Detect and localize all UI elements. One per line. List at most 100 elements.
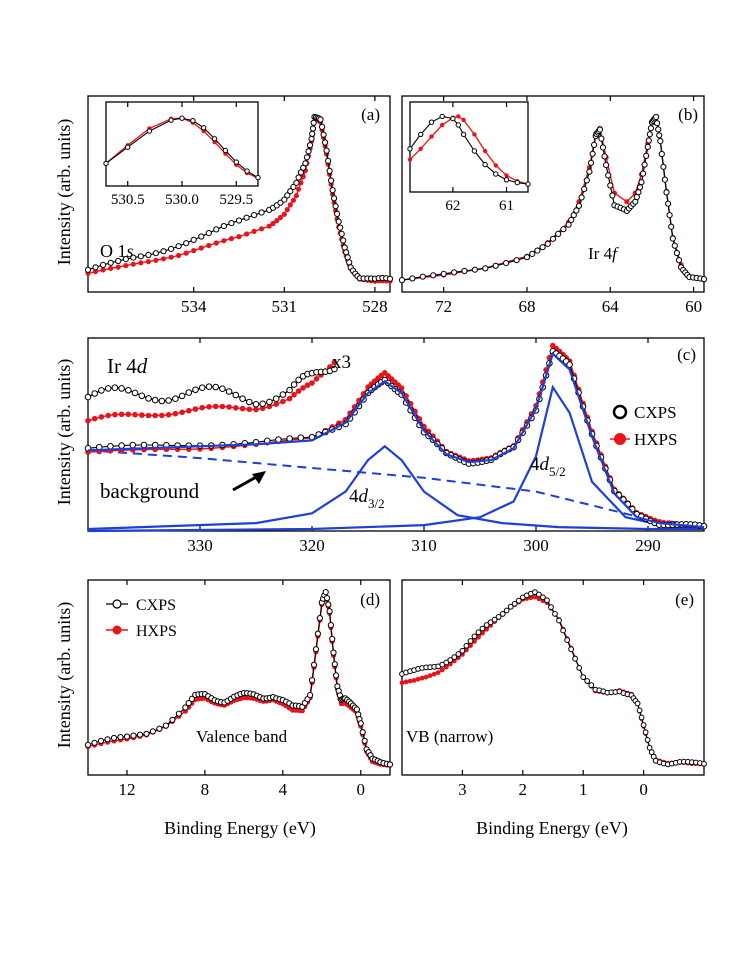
cxps-point [235, 217, 243, 224]
cxps-x3-point [178, 392, 186, 400]
cxps-x3-point [185, 389, 193, 396]
cxps-point [591, 141, 598, 148]
hxps-x3-point [199, 404, 205, 411]
cxps-x3-point [84, 393, 92, 401]
cxps-point [564, 637, 570, 643]
cxps-point [107, 443, 114, 450]
hxps-point [287, 202, 293, 208]
cxps-point [657, 138, 664, 145]
hxps-point [213, 240, 219, 246]
cxps-point [290, 183, 297, 190]
x-tick-label: 290 [635, 536, 661, 555]
cxps-point [566, 361, 573, 368]
cxps-x3-point [212, 383, 219, 391]
plot-frame [401, 95, 705, 293]
inset-cxps-point [514, 179, 520, 186]
x-tick-label: 534 [181, 297, 207, 316]
hxps-point [415, 676, 421, 682]
inset-hxps-line [105, 117, 259, 179]
cxps-point [671, 242, 678, 249]
hxps-point [411, 678, 417, 683]
cxps-point [499, 611, 506, 617]
cxps-x3-point [131, 389, 139, 397]
legend: CXPS HXPS [106, 597, 177, 640]
cxps-point [665, 200, 672, 207]
cxps-point [544, 240, 551, 247]
cxps-point [325, 157, 332, 164]
hxps-x3-point [259, 405, 266, 412]
cxps-point [302, 160, 309, 167]
cxps-point [310, 119, 317, 126]
cxps-x3-point [290, 381, 298, 388]
cxps-point [409, 275, 416, 282]
cxps-point [136, 731, 144, 738]
x-tick-label: 300 [523, 536, 549, 555]
cxps-point [556, 617, 562, 624]
x-tick-label: 4 [279, 780, 288, 799]
cxps-point [641, 161, 648, 168]
cxps-x3-point [252, 401, 260, 408]
cxps-x3-point [279, 391, 287, 398]
cxps-x3-point [205, 383, 213, 391]
inset-cxps-point [201, 125, 207, 131]
inset-hxps-point [493, 163, 498, 168]
hxps-point [100, 267, 106, 273]
cxps-point [168, 245, 175, 252]
cxps-point [287, 188, 294, 195]
hxps-x3-point [300, 385, 306, 391]
hxps-x3-point [286, 395, 293, 402]
cxps-point [335, 218, 342, 225]
legend: CXPS HXPS [610, 403, 677, 449]
hxps-point [624, 199, 630, 205]
cxps-point [297, 169, 304, 176]
cxps-point [314, 630, 321, 637]
multiplier-label: x3 [332, 352, 351, 373]
cxps-point [309, 677, 316, 684]
x-tick-label: 68 [518, 297, 535, 316]
cxps-point [549, 235, 557, 242]
cxps-point [596, 126, 604, 133]
cxps-point [603, 162, 610, 169]
cxps-point [479, 625, 486, 632]
inset-cxps-point [460, 131, 467, 138]
x-tick-label: 310 [411, 536, 437, 555]
cxps-point [447, 657, 454, 663]
hxps-x3-point [219, 403, 226, 410]
peak-annotation-italic: d [137, 354, 148, 378]
hxps-point [284, 207, 290, 213]
cxps-point [123, 733, 131, 740]
cxps-point [319, 123, 326, 131]
peak-annotation-main: Ir 4 [107, 354, 137, 378]
hxps-point [183, 250, 189, 256]
x-tick-label: 1 [579, 780, 588, 799]
cxps-point [340, 237, 347, 244]
hxps-x3-point [291, 391, 297, 398]
cxps-point [471, 266, 478, 273]
inset-cxps-point [439, 113, 445, 120]
cxps-point [640, 170, 647, 177]
cxps-point [586, 168, 593, 175]
legend-cxps-label: CXPS [136, 597, 176, 614]
hxps-x3-point [172, 410, 179, 417]
hxps-point [290, 197, 296, 203]
cxps-point [656, 132, 663, 139]
inset-cxps-point [146, 128, 153, 134]
cxps-x3-point [331, 365, 338, 373]
cxps-point [130, 254, 137, 261]
plot-frame [87, 337, 705, 532]
cxps-point [323, 595, 331, 602]
cxps-point [560, 226, 567, 233]
cxps-point [185, 700, 192, 707]
hxps-x3-point [246, 406, 253, 413]
cxps-point [601, 153, 608, 160]
annotation: VB (narrow) [406, 727, 493, 746]
hxps-x3-point [152, 412, 158, 419]
cxps-x3-point [239, 395, 246, 403]
cxps-x3-point [266, 398, 273, 406]
hxps-point [468, 643, 473, 648]
peak-annotation-main: Ir 4 [588, 244, 613, 263]
x-tick-label: 330 [187, 536, 213, 555]
cxps-point [640, 722, 647, 728]
cxps-point [326, 608, 333, 615]
cxps-point [357, 720, 364, 727]
